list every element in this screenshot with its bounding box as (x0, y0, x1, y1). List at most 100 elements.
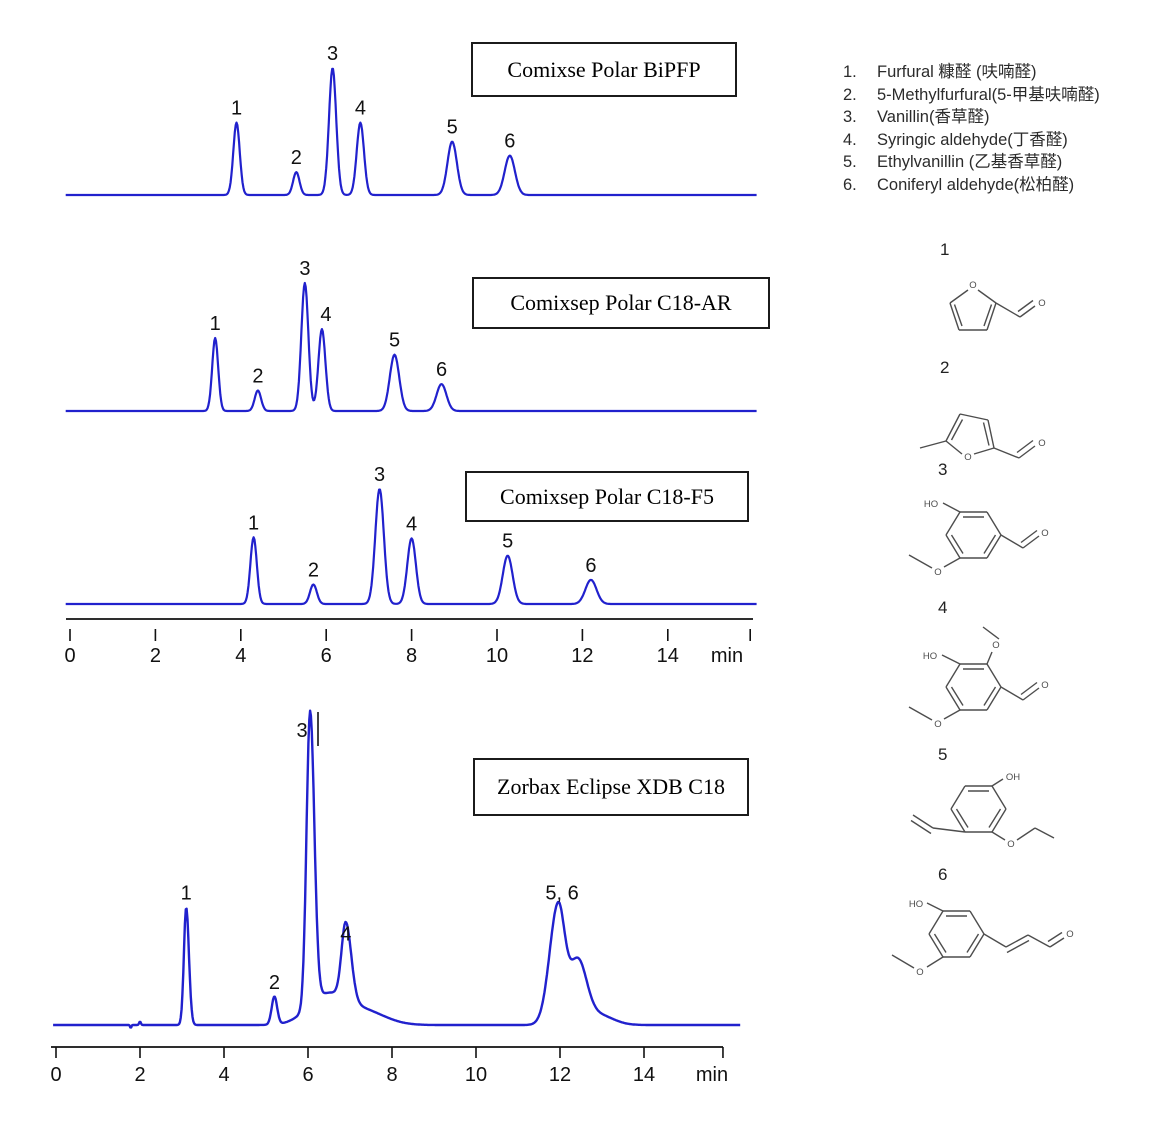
peak-label: 3 (297, 720, 308, 742)
peak-label: 5 (502, 531, 513, 553)
peak-labels-c18-f5: 1 2 3 4 5 6 (248, 464, 596, 582)
time-axis-bottom: 0 2 4 6 8 10 12 14 min (50, 1046, 728, 1086)
legend-item: 2. 5-Methylfurfural(5-甲基呋喃醛) (843, 84, 1163, 107)
legend-item: 3. Vanillin(香草醛) (843, 106, 1163, 129)
svg-text:O: O (934, 567, 941, 578)
axis-tick-label: 6 (302, 1064, 313, 1086)
svg-text:HO: HO (909, 899, 923, 910)
peak-label: 6 (436, 359, 447, 381)
structure-number: 3 (938, 460, 948, 479)
peak-label: 6 (504, 131, 515, 153)
legend-item: 5. Ethylvanillin (乙基香草醛) (843, 151, 1163, 174)
peak-label: 3 (299, 258, 310, 280)
svg-text:O: O (1038, 438, 1045, 449)
axis-unit-label: min (711, 645, 743, 667)
time-axis-top: 0 2 4 6 8 10 12 14 min (64, 618, 753, 667)
svg-text:O: O (916, 967, 923, 978)
axis-tick-label: 8 (406, 645, 417, 667)
column-title-c18-f5: Comixsep Polar C18-F5 (465, 471, 749, 522)
peak-label: 2 (252, 366, 263, 388)
axis-tick-label: 10 (486, 645, 508, 667)
axis-tick-label: 0 (50, 1064, 61, 1086)
peak-label: 4 (340, 924, 351, 946)
structure-furfural-drawing: O O (949, 280, 1046, 331)
peak-label: 5 (389, 330, 400, 352)
chromatogram-zorbax: 1 2 3 4 5, 6 (52, 709, 741, 1029)
legend-item: 1. Furfural 糠醛 (呋喃醛) (843, 61, 1163, 84)
peak-label: 1 (181, 882, 192, 904)
peak-label: 2 (269, 972, 280, 994)
svg-text:O: O (969, 280, 976, 291)
peak-label: 5, 6 (545, 882, 578, 904)
svg-text:O: O (1041, 528, 1048, 539)
peak-labels-zorbax: 1 2 3 4 5, 6 (181, 720, 579, 994)
svg-text:O: O (1041, 680, 1048, 691)
peak-label: 2 (308, 560, 319, 582)
axis-tick-label: 12 (549, 1064, 571, 1086)
axis-tick-label: 14 (657, 645, 679, 667)
column-title-bipfp: Comixse Polar BiPFP (471, 42, 737, 97)
legend-item-number: 4. (843, 130, 857, 149)
legend-item-number: 5. (843, 153, 857, 172)
structure-coniferyl-aldehyde-drawing: HO O O (891, 899, 1074, 978)
legend-item-text: Ethylvanillin (乙基香草醛) (877, 153, 1063, 172)
axis-tick-label: 2 (150, 645, 161, 667)
svg-text:HO: HO (923, 651, 937, 662)
svg-text:HO: HO (924, 499, 938, 510)
peak-label: 4 (320, 304, 331, 326)
legend-item: 4. Syringic aldehyde(丁香醛) (843, 129, 1163, 152)
axis-tick-label: 6 (321, 645, 332, 667)
structure-number: 6 (938, 865, 948, 884)
axis-unit-label: min (696, 1064, 728, 1086)
trace-c18-ar (65, 281, 757, 413)
chromatogram-bipfp: 1 2 3 4 5 6 (65, 43, 757, 197)
chromatogram-c18-f5: 1 2 3 4 5 6 (65, 464, 757, 606)
peak-label: 2 (291, 147, 302, 169)
svg-text:O: O (964, 452, 971, 463)
legend-item-number: 2. (843, 85, 857, 104)
legend-item-number: 6. (843, 175, 857, 194)
legend-item-text: 5-Methylfurfural(5-甲基呋喃醛) (877, 85, 1100, 104)
axis-tick-label: 2 (134, 1064, 145, 1086)
structure-number: 4 (938, 598, 948, 617)
column-title-zorbax: Zorbax Eclipse XDB C18 (473, 758, 749, 816)
axis-tick-label: 14 (633, 1064, 655, 1086)
peak-label: 1 (248, 512, 259, 534)
svg-text:O: O (1007, 839, 1014, 850)
svg-text:O: O (992, 640, 999, 651)
svg-text:O: O (1066, 929, 1073, 940)
peak-label: 1 (210, 313, 221, 335)
peak-label: 4 (355, 98, 366, 120)
legend-item: 6. Coniferyl aldehyde(松柏醛) (843, 174, 1163, 197)
axis-tick-label: 4 (218, 1064, 229, 1086)
axis-tick-label: 0 (64, 645, 75, 667)
peak-label: 4 (406, 514, 417, 536)
structure-number: 1 (940, 240, 950, 259)
legend-item-number: 1. (843, 63, 857, 81)
legend-item-text: Coniferyl aldehyde(松柏醛) (877, 175, 1075, 194)
legend-item-number: 3. (843, 108, 857, 127)
structure-number: 2 (940, 358, 950, 377)
peak-label: 3 (327, 43, 338, 65)
svg-text:OH: OH (1006, 772, 1020, 783)
peak-label: 3 (374, 464, 385, 486)
trace-bipfp (65, 67, 757, 197)
legend-item-text: Furfural 糠醛 (呋喃醛) (877, 63, 1037, 81)
peak-labels-bipfp: 1 2 3 4 5 6 (231, 43, 515, 169)
trace-c18-f5 (65, 488, 757, 606)
chromatogram-c18-ar: 1 2 3 4 5 6 (65, 258, 757, 413)
axis-tick-label: 12 (571, 645, 593, 667)
structure-5-methylfurfural-drawing: O O (919, 413, 1046, 463)
structure-ethylvanillin-drawing: OH O (910, 772, 1055, 850)
peak-label: 5 (447, 117, 458, 139)
svg-text:O: O (1038, 298, 1045, 309)
axis-tick-label: 10 (465, 1064, 487, 1086)
axis-tick-label: 4 (235, 645, 246, 667)
peak-label: 6 (585, 555, 596, 577)
structure-number: 5 (938, 745, 948, 764)
peak-label: 1 (231, 98, 242, 120)
svg-text:O: O (934, 719, 941, 730)
legend-item-text: Vanillin(香草醛) (877, 108, 990, 127)
